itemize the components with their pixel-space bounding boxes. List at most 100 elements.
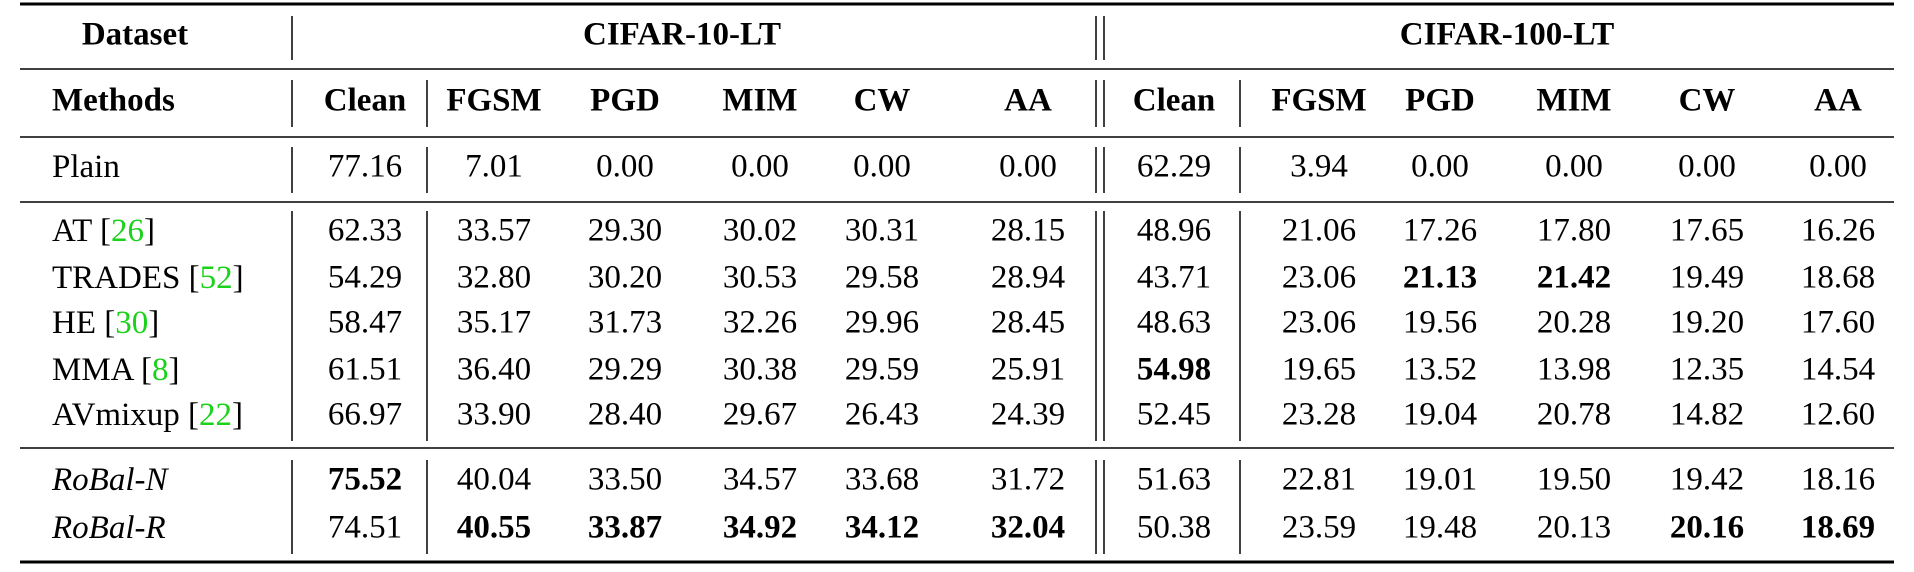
- cell-value: 48.63: [1137, 305, 1211, 341]
- group-label: CIFAR-100-LT: [1400, 17, 1615, 53]
- method-text: ]: [148, 305, 159, 341]
- method-text: ]: [233, 260, 244, 296]
- cell-value: 0.00: [1545, 149, 1603, 185]
- cell-value: 34.12: [845, 510, 919, 546]
- cell-value: 34.57: [723, 462, 797, 498]
- cell-value: 62.29: [1137, 149, 1211, 185]
- cell-value: 23.06: [1282, 305, 1356, 341]
- cell-value: 29.96: [845, 305, 919, 341]
- cell-value: 0.00: [853, 149, 911, 185]
- column-header: PGD: [1405, 83, 1475, 119]
- column-header: PGD: [590, 83, 660, 119]
- cell-value: 13.52: [1403, 352, 1477, 388]
- cell-value: 28.15: [991, 213, 1065, 249]
- cell-value: 30.38: [723, 352, 797, 388]
- citation: 30: [115, 305, 148, 341]
- cell-value: 17.65: [1670, 213, 1744, 249]
- cell-value: 74.51: [328, 510, 402, 546]
- cell-value: 16.26: [1801, 213, 1875, 249]
- method-text: AVmixup [: [52, 397, 199, 433]
- method-name: Plain: [52, 149, 120, 185]
- method-text: TRADES [: [52, 260, 200, 296]
- method-text: RoBal-N: [51, 462, 169, 498]
- cell-value: 30.20: [588, 260, 662, 296]
- cell-value: 19.65: [1282, 352, 1356, 388]
- cell-value: 14.54: [1801, 352, 1875, 388]
- column-header: AA: [1814, 83, 1862, 119]
- cell-value: 21.13: [1403, 260, 1477, 296]
- cell-value: 0.00: [731, 149, 789, 185]
- cell-value: 54.98: [1137, 352, 1211, 388]
- cell-value: 66.97: [328, 397, 402, 433]
- cell-value: 20.78: [1537, 397, 1611, 433]
- cell-value: 33.68: [845, 462, 919, 498]
- cell-value: 29.59: [845, 352, 919, 388]
- method-name: MMA [8]: [52, 352, 179, 388]
- cell-value: 19.49: [1670, 260, 1744, 296]
- cell-value: 75.52: [328, 462, 402, 498]
- method-text: Plain: [52, 149, 120, 185]
- method-name: RoBal-N: [51, 462, 169, 498]
- cell-value: 30.31: [845, 213, 919, 249]
- cell-value: 12.60: [1801, 397, 1875, 433]
- cell-value: 58.47: [328, 305, 402, 341]
- dataset-label: Dataset: [82, 17, 188, 53]
- cell-value: 19.56: [1403, 305, 1477, 341]
- column-header: Clean: [324, 83, 407, 119]
- cell-value: 22.81: [1282, 462, 1356, 498]
- method-name: AVmixup [22]: [52, 397, 243, 433]
- cell-value: 0.00: [1678, 149, 1736, 185]
- method-name: TRADES [52]: [52, 260, 244, 296]
- cell-value: 13.98: [1537, 352, 1611, 388]
- cell-value: 17.60: [1801, 305, 1875, 341]
- cell-value: 17.80: [1537, 213, 1611, 249]
- cell-value: 32.04: [991, 510, 1065, 546]
- cell-value: 62.33: [328, 213, 402, 249]
- cell-value: 24.39: [991, 397, 1065, 433]
- cell-value: 0.00: [999, 149, 1057, 185]
- methods-label: Methods: [52, 83, 175, 119]
- method-name: AT [26]: [52, 213, 155, 249]
- method-name: RoBal-R: [51, 510, 166, 546]
- cell-value: 23.28: [1282, 397, 1356, 433]
- cell-value: 28.94: [991, 260, 1065, 296]
- citation: 52: [200, 260, 233, 296]
- column-header: FGSM: [1271, 83, 1366, 119]
- cell-value: 32.26: [723, 305, 797, 341]
- cell-value: 36.40: [457, 352, 531, 388]
- cell-value: 0.00: [1809, 149, 1867, 185]
- cell-value: 19.01: [1403, 462, 1477, 498]
- cell-value: 21.06: [1282, 213, 1356, 249]
- cell-value: 30.02: [723, 213, 797, 249]
- cell-value: 40.55: [457, 510, 531, 546]
- cell-value: 32.80: [457, 260, 531, 296]
- cell-value: 19.50: [1537, 462, 1611, 498]
- cell-value: 77.16: [328, 149, 402, 185]
- method-text: ]: [168, 352, 179, 388]
- cell-value: 0.00: [596, 149, 654, 185]
- cell-value: 28.45: [991, 305, 1065, 341]
- column-header: CW: [854, 83, 911, 119]
- cell-value: 23.06: [1282, 260, 1356, 296]
- cell-value: 3.94: [1290, 149, 1348, 185]
- method-name: HE [30]: [52, 305, 159, 341]
- cell-value: 31.72: [991, 462, 1065, 498]
- cell-value: 29.29: [588, 352, 662, 388]
- method-text: MMA [: [52, 352, 152, 388]
- cell-value: 18.69: [1801, 510, 1875, 546]
- cell-value: 20.28: [1537, 305, 1611, 341]
- cell-value: 33.57: [457, 213, 531, 249]
- cell-value: 33.50: [588, 462, 662, 498]
- column-header: FGSM: [446, 83, 541, 119]
- cell-value: 43.71: [1137, 260, 1211, 296]
- method-text: ]: [232, 397, 243, 433]
- cell-value: 19.48: [1403, 510, 1477, 546]
- cell-value: 30.53: [723, 260, 797, 296]
- cell-value: 33.87: [588, 510, 662, 546]
- cell-value: 19.20: [1670, 305, 1744, 341]
- cell-value: 26.43: [845, 397, 919, 433]
- citation: 26: [111, 213, 144, 249]
- cell-value: 18.68: [1801, 260, 1875, 296]
